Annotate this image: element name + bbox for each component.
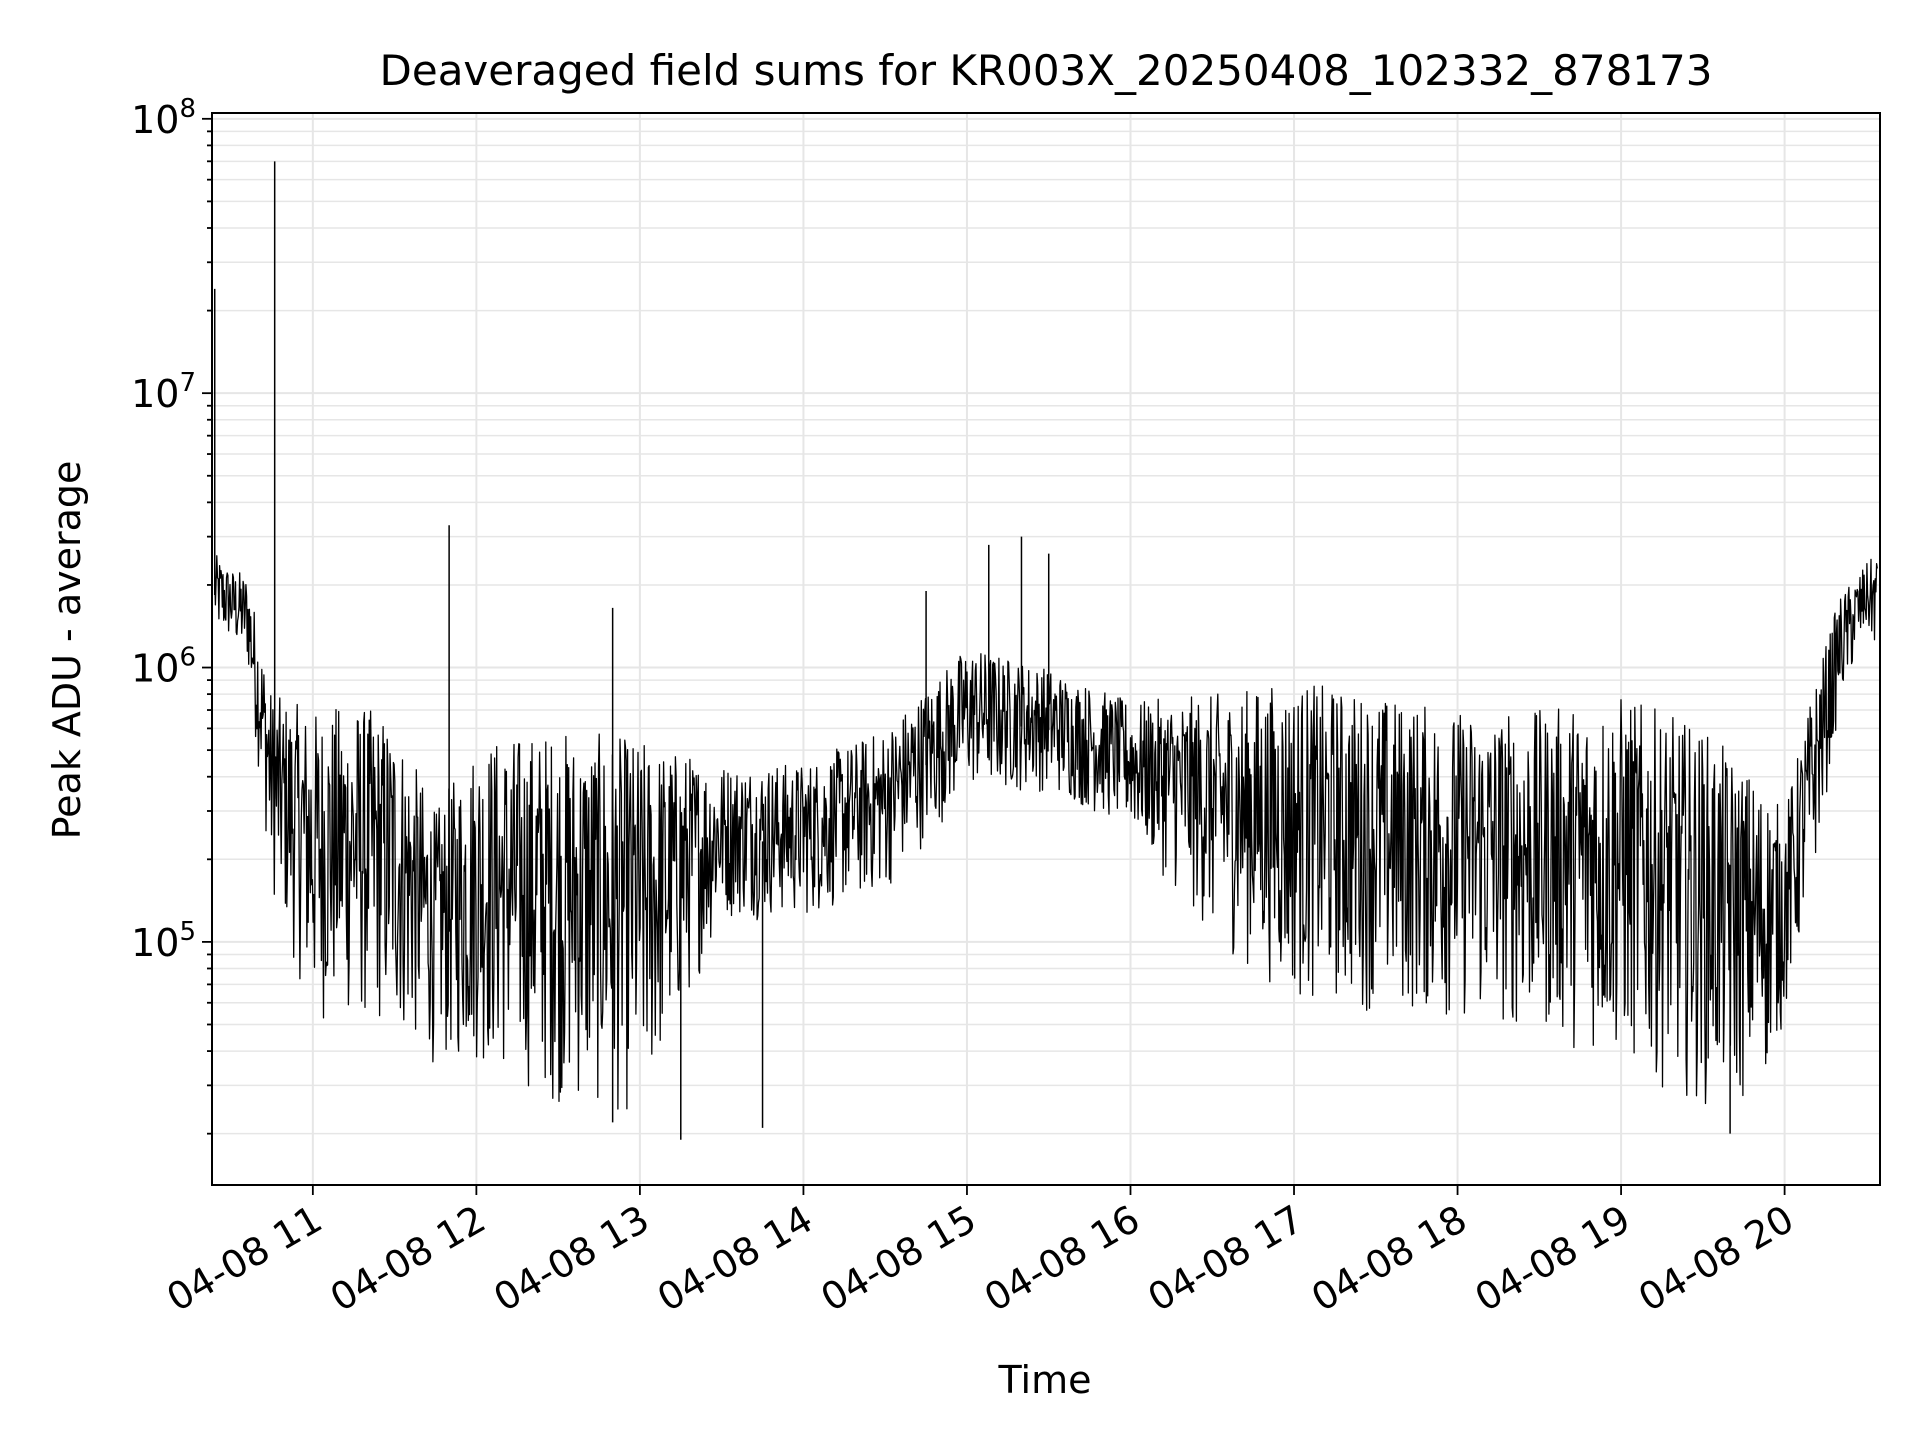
y-axis-label: Peak ADU - average: [45, 461, 89, 840]
chart-title: Deaveraged field sums for KR003X_2025040…: [380, 46, 1713, 95]
y-tick-label: 105: [131, 917, 196, 965]
series-line: [214, 555, 1878, 1110]
y-axis-ticks: 105 106 107 108: [131, 94, 212, 1135]
data-series: [213, 161, 1878, 1140]
x-axis-label: Time: [998, 1358, 1092, 1402]
y-tick-label: 107: [131, 368, 196, 416]
y-tick-label: 108: [131, 94, 196, 142]
y-tick-label: 106: [131, 643, 196, 691]
plot-area-frame: [211, 112, 1881, 1186]
